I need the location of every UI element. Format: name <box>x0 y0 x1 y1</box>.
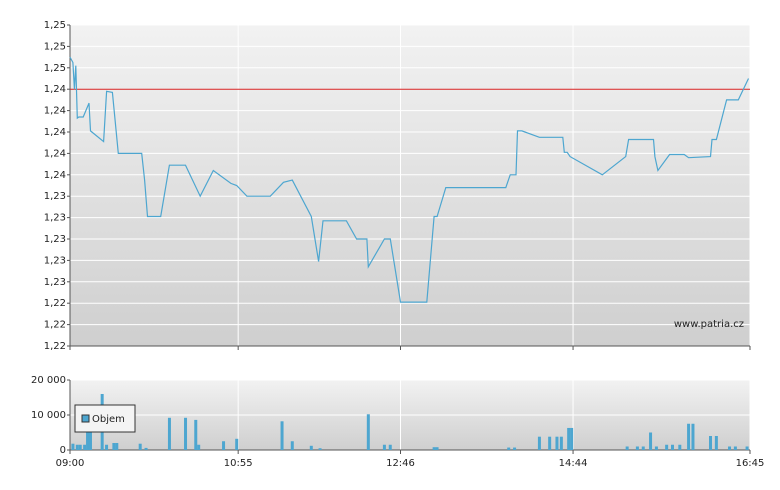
volume-bar <box>670 444 674 450</box>
watermark: www.patria.cz <box>674 319 744 330</box>
volume-bar <box>654 446 658 450</box>
volume-bar <box>625 446 629 450</box>
volume-bar <box>105 444 109 450</box>
volume-bar <box>665 444 669 450</box>
y-tick-label: 10 000 <box>31 410 66 421</box>
volume-bar <box>745 446 749 450</box>
y-tick-label: 1,24 <box>44 148 66 159</box>
volume-bar <box>678 444 682 450</box>
volume-bar <box>222 441 226 450</box>
volume-bar <box>507 447 511 450</box>
y-tick-label: 1,25 <box>44 20 66 31</box>
y-tick-label: 1,25 <box>44 63 66 74</box>
y-tick-label: 0 <box>60 445 66 456</box>
volume-bar <box>513 447 517 450</box>
y-tick-label: 1,23 <box>44 191 66 202</box>
y-tick-label: 1,25 <box>44 41 66 52</box>
volume-bar <box>432 447 436 450</box>
y-tick-label: 1,24 <box>44 84 66 95</box>
volume-bar <box>537 436 541 450</box>
volume-bar <box>714 436 718 450</box>
legend-label: Objem <box>92 414 125 425</box>
volume-bar <box>635 446 639 450</box>
volume-bar <box>691 423 695 450</box>
volume-bar <box>687 423 691 450</box>
volume-bar <box>548 436 552 450</box>
volume-bar <box>280 421 284 450</box>
volume-bar <box>641 446 645 450</box>
y-tick-label: 1,24 <box>44 127 66 138</box>
price-line <box>69 56 750 303</box>
y-tick-label: 1,23 <box>44 277 66 288</box>
volume-bar <box>167 417 171 450</box>
legend-swatch <box>81 414 90 423</box>
y-tick-label: 1,23 <box>44 213 66 224</box>
y-tick-label: 1,24 <box>44 106 66 117</box>
volume-bar <box>184 417 188 450</box>
volume-bar <box>728 446 732 450</box>
volume-bar <box>555 436 559 450</box>
x-tick-label: 14:44 <box>559 458 588 469</box>
x-tick-label: 12:46 <box>386 458 415 469</box>
volume-bar <box>138 443 142 450</box>
volume-bar <box>709 436 713 450</box>
volume-bar <box>567 427 571 450</box>
volume-bar <box>290 441 294 450</box>
y-tick-label: 1,23 <box>44 234 66 245</box>
volume-bar <box>194 419 198 450</box>
volume-bar <box>570 427 574 450</box>
volume-bar <box>649 432 653 450</box>
volume-bar <box>733 446 737 450</box>
volume-bar <box>559 436 563 450</box>
volume-bar <box>318 448 322 450</box>
y-tick-label: 1,24 <box>44 170 66 181</box>
plot-area <box>70 25 750 346</box>
x-tick-label: 09:00 <box>56 458 85 469</box>
x-tick-label: 10:55 <box>224 458 253 469</box>
volume-bar <box>309 445 313 450</box>
volume-bar <box>235 438 239 450</box>
y-tick-label: 20 000 <box>31 375 66 386</box>
volume-bar <box>78 444 82 450</box>
volume-bar <box>435 447 439 450</box>
volume-bar <box>115 443 119 450</box>
volume-bar <box>382 444 386 450</box>
volume-bar <box>366 414 370 450</box>
y-tick-label: 1,23 <box>44 255 66 266</box>
volume-bar <box>197 444 201 450</box>
y-tick-label: 1,22 <box>44 298 66 309</box>
volume-bar <box>388 444 392 450</box>
volume-bar <box>83 444 87 450</box>
y-tick-label: 1,22 <box>44 320 66 331</box>
volume-bar <box>112 443 116 450</box>
volume-bar <box>75 444 79 450</box>
x-tick-label: 16:45 <box>736 458 765 469</box>
volume-bar <box>144 447 148 450</box>
volume-bar <box>71 443 75 450</box>
y-tick-label: 1,22 <box>44 341 66 352</box>
